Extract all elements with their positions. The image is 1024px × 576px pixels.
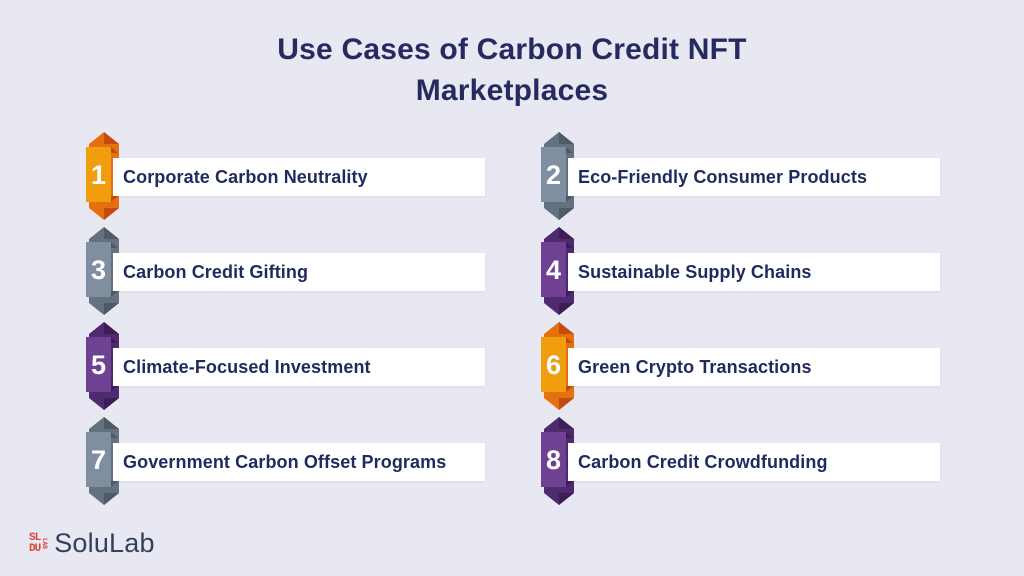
use-case-number: 7 xyxy=(91,445,106,475)
use-case-item: 3 Carbon Credit Gifting xyxy=(86,227,488,315)
use-case-bar: Eco-Friendly Consumer Products xyxy=(568,158,940,196)
use-case-number: 5 xyxy=(91,350,106,380)
number-badge-icon: 5 xyxy=(86,322,119,410)
number-badge-icon: 8 xyxy=(541,417,574,505)
logo-mark-vertical-text: LAB xyxy=(41,538,49,549)
logo-mark-row-2: DU xyxy=(29,542,41,555)
use-case-number: 8 xyxy=(546,445,561,475)
use-case-label: Sustainable Supply Chains xyxy=(578,261,812,282)
number-badge-icon: 2 xyxy=(541,132,574,220)
use-case-label: Carbon Credit Crowdfunding xyxy=(578,451,828,472)
logo-mark-letters: SL DU xyxy=(29,531,41,555)
use-case-label: Corporate Carbon Neutrality xyxy=(123,166,368,187)
solulab-logo: SL DU LAB SoluLab xyxy=(29,528,155,559)
use-case-bar: Carbon Credit Crowdfunding xyxy=(568,443,940,481)
use-case-label: Government Carbon Offset Programs xyxy=(123,451,447,472)
solulab-logo-text: SoluLab xyxy=(54,528,155,558)
page-title: Use Cases of Carbon Credit NFT Marketpla… xyxy=(277,33,747,107)
use-case-number: 6 xyxy=(546,350,561,380)
use-case-bar: Climate-Focused Investment xyxy=(113,348,485,386)
use-case-bar: Sustainable Supply Chains xyxy=(568,253,940,291)
use-case-label: Eco-Friendly Consumer Products xyxy=(578,166,868,187)
number-badge-icon: 6 xyxy=(541,322,574,410)
number-badge-icon: 3 xyxy=(86,227,119,315)
use-case-item: 6 Green Crypto Transactions xyxy=(541,322,943,410)
use-case-number: 2 xyxy=(546,160,561,190)
use-case-item: 5 Climate-Focused Investment xyxy=(86,322,488,410)
use-case-bar: Corporate Carbon Neutrality xyxy=(113,158,485,196)
use-case-bar: Carbon Credit Gifting xyxy=(113,253,485,291)
number-badge-icon: 7 xyxy=(86,417,119,505)
use-case-item: 7 Government Carbon Offset Programs xyxy=(86,417,488,505)
use-case-number: 3 xyxy=(91,255,106,285)
use-case-label: Carbon Credit Gifting xyxy=(123,261,309,282)
use-case-label: Climate-Focused Investment xyxy=(123,356,371,377)
number-badge-icon: 4 xyxy=(541,227,574,315)
use-case-bar: Green Crypto Transactions xyxy=(568,348,940,386)
use-case-item: 8 Carbon Credit Crowdfunding xyxy=(541,417,943,505)
use-case-item: 4 Sustainable Supply Chains xyxy=(541,227,943,315)
number-badge-icon: 1 xyxy=(86,132,119,220)
use-case-number: 1 xyxy=(91,160,106,190)
use-case-item: 2 Eco-Friendly Consumer Products xyxy=(541,132,943,220)
use-case-label: Green Crypto Transactions xyxy=(578,356,812,377)
use-case-item: 1 Corporate Carbon Neutrality xyxy=(86,132,488,220)
solulab-logo-icon: SL DU LAB xyxy=(29,531,49,555)
logo-mark-row-1: SL xyxy=(29,531,41,544)
use-case-number: 4 xyxy=(546,255,561,285)
use-case-bar: Government Carbon Offset Programs xyxy=(113,443,485,481)
